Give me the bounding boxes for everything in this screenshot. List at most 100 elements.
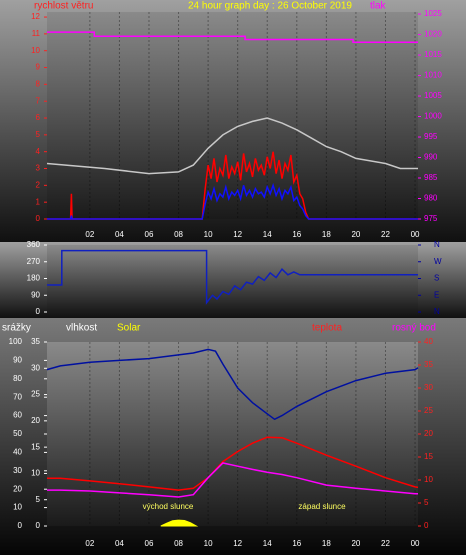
y3-tick-label: 35 [31, 337, 40, 346]
y-tick-label: 8 [36, 79, 41, 88]
x-tick-label: 04 [115, 539, 124, 548]
y2-tick-label: 1000 [424, 112, 442, 121]
x-tick-label: 20 [351, 539, 360, 548]
x-tick-label: 16 [292, 539, 301, 548]
x-tick-label: 22 [381, 230, 390, 239]
y-tick-label: 100 [9, 337, 23, 346]
y-tick-label: 10 [13, 503, 22, 512]
y3-tick-label: 25 [31, 390, 40, 399]
x-tick-label: 00 [411, 230, 420, 239]
y2-tick-label: 25 [424, 406, 433, 415]
axis-label: rosný bod [392, 323, 436, 334]
axis-label: rychlost větru [34, 1, 93, 12]
line [47, 182, 418, 220]
axis-label: srážky [2, 323, 31, 334]
line [46, 348, 419, 421]
y-tick-label: 60 [13, 411, 22, 420]
y2-tick-label: E [434, 290, 439, 299]
x-tick-label: 14 [263, 539, 272, 548]
y2-tick-label: 985 [424, 173, 438, 182]
y-tick-label: 6 [36, 113, 41, 122]
axis-label: vlhkost [66, 323, 97, 334]
chart-title: 24 hour graph day : 26 October 2019 [188, 1, 352, 12]
y-tick-label: 180 [27, 274, 41, 283]
y2-tick-label: N [434, 240, 440, 249]
x-tick-label: 22 [381, 539, 390, 548]
x-tick-label: 18 [322, 539, 331, 548]
y3-tick-label: 20 [31, 416, 40, 425]
y2-tick-label: N [434, 307, 440, 316]
y-tick-label: 9 [36, 63, 41, 72]
x-tick-label: 10 [204, 230, 213, 239]
y-tick-label: 2 [36, 180, 41, 189]
y2-tick-label: 1025 [424, 9, 442, 18]
x-tick-label: 04 [115, 230, 124, 239]
x-tick-label: 02 [85, 539, 94, 548]
y2-tick-label: 1015 [424, 50, 442, 59]
y-tick-label: 11 [32, 29, 41, 38]
y2-tick-label: 30 [424, 383, 433, 392]
y2-tick-label: 980 [424, 194, 438, 203]
x-tick-label: 10 [204, 539, 213, 548]
annotation: východ slunce [143, 502, 194, 511]
plot-area [47, 342, 418, 526]
axis-label: tlak [370, 1, 387, 12]
y-tick-label: 270 [27, 257, 41, 266]
y-tick-label: 4 [36, 147, 41, 156]
annotation: západ slunce [298, 502, 346, 511]
y-tick-label: 7 [36, 96, 41, 105]
y2-tick-label: 35 [424, 360, 433, 369]
x-tick-label: 16 [292, 230, 301, 239]
x-tick-label: 18 [322, 230, 331, 239]
line [47, 462, 418, 498]
y2-tick-label: 40 [424, 337, 433, 346]
line [46, 117, 418, 175]
axis-label: teplota [312, 323, 342, 334]
x-tick-label: 12 [233, 230, 242, 239]
area [160, 519, 199, 527]
y-tick-label: 10 [31, 46, 40, 55]
x-tick-label: 08 [174, 539, 183, 548]
y2-tick-label: 995 [424, 132, 438, 141]
y3-tick-label: 0 [36, 521, 41, 530]
y2-tick-label: 990 [424, 153, 438, 162]
y-tick-label: 5 [36, 130, 41, 139]
y2-tick-label: 1020 [424, 30, 442, 39]
y2-tick-label: 1010 [424, 71, 442, 80]
y-tick-label: 30 [13, 466, 22, 475]
y-tick-label: 12 [31, 12, 40, 21]
y2-tick-label: 0 [424, 521, 429, 530]
y2-tick-label: 20 [424, 429, 433, 438]
x-tick-label: 20 [351, 230, 360, 239]
y2-tick-label: W [434, 257, 442, 266]
y2-tick-label: S [434, 274, 439, 283]
y2-tick-label: 5 [424, 498, 429, 507]
x-tick-label: 06 [145, 230, 154, 239]
y-tick-label: 90 [31, 290, 40, 299]
line [47, 31, 418, 44]
x-tick-label: 06 [145, 539, 154, 548]
y2-tick-label: 1005 [424, 91, 442, 100]
plot-area [47, 12, 418, 219]
y-tick-label: 50 [13, 429, 22, 438]
x-tick-label: 00 [411, 539, 420, 548]
y2-tick-label: 975 [424, 214, 438, 223]
y-tick-label: 0 [36, 214, 41, 223]
y-tick-label: 360 [27, 240, 41, 249]
y-tick-label: 40 [13, 448, 22, 457]
y3-tick-label: 10 [31, 469, 40, 478]
y-tick-label: 80 [13, 374, 22, 383]
x-tick-label: 08 [174, 230, 183, 239]
y3-tick-label: 30 [31, 363, 40, 372]
axis-label: Solar [117, 323, 141, 334]
y2-tick-label: 15 [424, 452, 433, 461]
y-tick-label: 70 [13, 392, 22, 401]
y-tick-label: 3 [36, 164, 41, 173]
y3-tick-label: 5 [36, 495, 41, 504]
x-tick-label: 12 [233, 539, 242, 548]
x-tick-label: 14 [263, 230, 272, 239]
y-tick-label: 0 [18, 521, 23, 530]
line [47, 436, 419, 491]
